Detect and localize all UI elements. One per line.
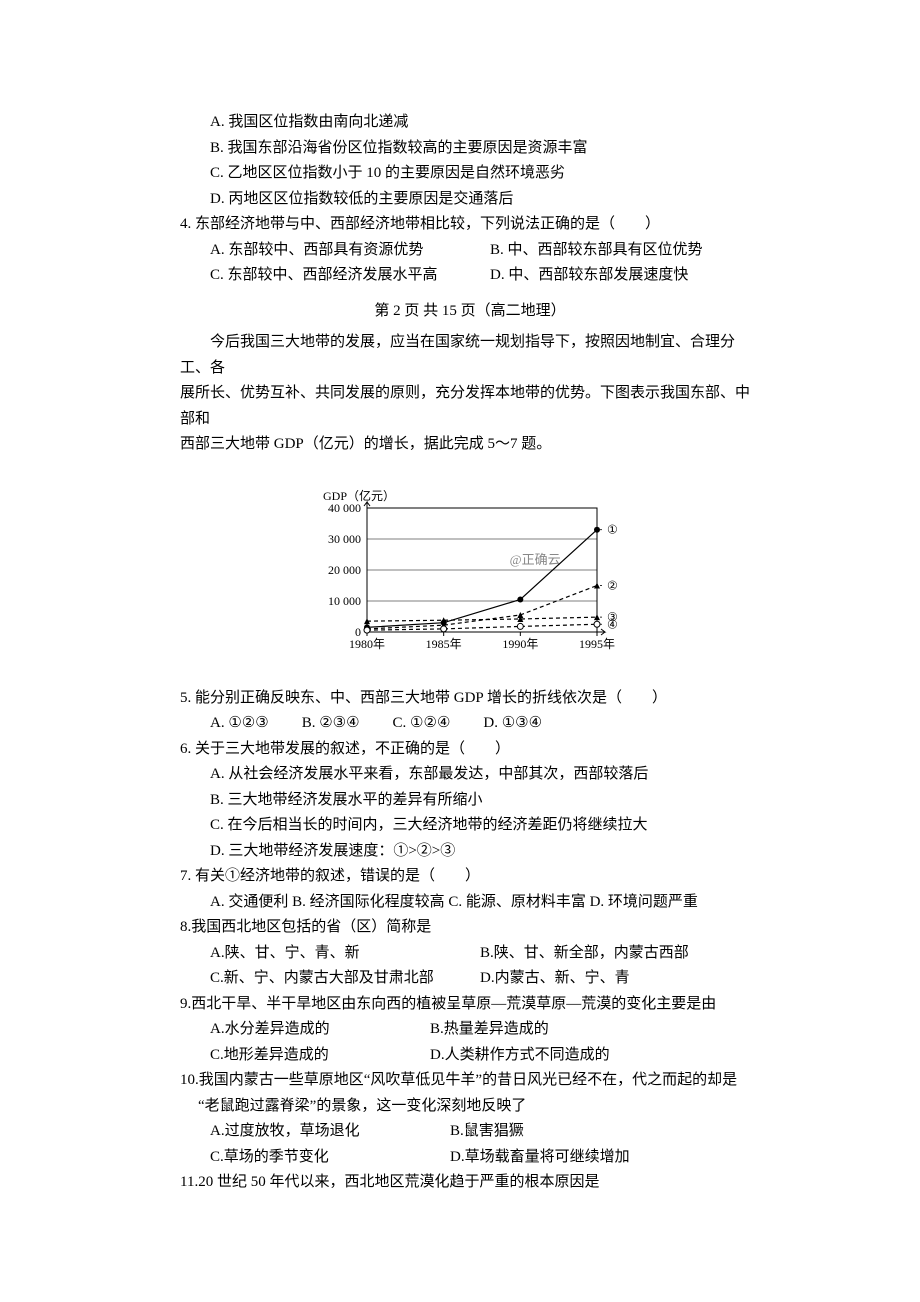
q7-stem: 7. 有关①经济地带的叙述，错误的是（ ） bbox=[180, 864, 760, 890]
q8-row2: C.新、宁、内蒙古大部及甘肃北部 D.内蒙古、新、宁、青 bbox=[180, 966, 760, 992]
svg-text:①: ① bbox=[607, 522, 618, 536]
q9-option-b: B.热量差异造成的 bbox=[430, 1017, 549, 1043]
q8-stem: 8.我国西北地区包括的省（区）简称是 bbox=[180, 915, 760, 941]
svg-text:30 000: 30 000 bbox=[328, 532, 361, 546]
q10-stem1: 10.我国内蒙古一些草原地区“风吹草低见牛羊”的昔日风光已经不在，代之而起的却是 bbox=[180, 1068, 760, 1094]
svg-text:1985年: 1985年 bbox=[426, 637, 462, 651]
q8-option-d: D.内蒙古、新、宁、青 bbox=[480, 966, 630, 992]
q6-option-b: B. 三大地带经济发展水平的差异有所缩小 bbox=[180, 788, 760, 814]
q7-options: A. 交通便利 B. 经济国际化程度较高 C. 能源、原材料丰富 D. 环境问题… bbox=[180, 890, 760, 916]
option-d: D. 丙地区区位指数较低的主要原因是交通落后 bbox=[180, 187, 760, 213]
exam-page: A. 我国区位指数由南向北递减 B. 我国东部沿海省份区位指数较高的主要原因是资… bbox=[0, 0, 920, 1302]
svg-text:②: ② bbox=[607, 578, 618, 592]
svg-text:1980年: 1980年 bbox=[349, 637, 385, 651]
q9-row2: C.地形差异造成的 D.人类耕作方式不同造成的 bbox=[180, 1043, 760, 1069]
q5-option-a: A. ①②③ bbox=[210, 711, 269, 737]
q4-options-row1: A. 东部较中、西部具有资源优势 B. 中、西部较东部具有区位优势 bbox=[180, 238, 760, 264]
q10-option-b: B.鼠害猖獗 bbox=[450, 1119, 524, 1145]
q9-row1: A.水分差异造成的 B.热量差异造成的 bbox=[180, 1017, 760, 1043]
svg-text:10 000: 10 000 bbox=[328, 594, 361, 608]
q5-option-d: D. ①③④ bbox=[483, 711, 542, 737]
q10-option-c: C.草场的季节变化 bbox=[210, 1145, 450, 1171]
option-a: A. 我国区位指数由南向北递减 bbox=[180, 110, 760, 136]
svg-text:④: ④ bbox=[607, 617, 618, 631]
option-c: C. 乙地区区位指数小于 10 的主要原因是自然环境恶劣 bbox=[180, 161, 760, 187]
q11-stem: 11.20 世纪 50 年代以来，西北地区荒漠化趋于严重的根本原因是 bbox=[180, 1170, 760, 1196]
q4-options-row2: C. 东部较中、西部经济发展水平高 D. 中、西部较东部发展速度快 bbox=[180, 263, 760, 289]
q5-option-c: C. ①②④ bbox=[393, 711, 451, 737]
passage-line3: 西部三大地带 GDP（亿元）的增长，据此完成 5～7 题。 bbox=[180, 432, 760, 458]
q4-stem: 4. 东部经济地带与中、西部经济地带相比较，下列说法正确的是（ ） bbox=[180, 212, 760, 238]
gdp-chart-svg: GDP（亿元）010 00020 00030 00040 0001980年198… bbox=[305, 486, 635, 656]
page-marker: 第 2 页 共 15 页（高二地理） bbox=[180, 299, 760, 325]
q10-option-d: D.草场载畜量将可继续增加 bbox=[450, 1145, 630, 1171]
q10-row1: A.过度放牧，草场退化 B.鼠害猖獗 bbox=[180, 1119, 760, 1145]
q8-option-a: A.陕、甘、宁、青、新 bbox=[210, 941, 480, 967]
passage-line2: 展所长、优势互补、共同发展的原则，充分发挥本地带的优势。下图表示我国东部、中部和 bbox=[180, 381, 760, 432]
q6-stem: 6. 关于三大地带发展的叙述，不正确的是（ ） bbox=[180, 737, 760, 763]
q8-option-b: B.陕、甘、新全部，内蒙古西部 bbox=[480, 941, 689, 967]
q9-option-c: C.地形差异造成的 bbox=[210, 1043, 430, 1069]
q10-option-a: A.过度放牧，草场退化 bbox=[210, 1119, 450, 1145]
svg-text:1995年: 1995年 bbox=[579, 637, 615, 651]
svg-text:1990年: 1990年 bbox=[502, 637, 538, 651]
q10-row2: C.草场的季节变化 D.草场载畜量将可继续增加 bbox=[180, 1145, 760, 1171]
svg-text:@正确云: @正确云 bbox=[510, 551, 561, 566]
q6-option-c: C. 在今后相当长的时间内，三大经济地带的经济差距仍将继续拉大 bbox=[180, 813, 760, 839]
q8-row1: A.陕、甘、宁、青、新 B.陕、甘、新全部，内蒙古西部 bbox=[180, 941, 760, 967]
q6-option-a: A. 从社会经济发展水平来看，东部最发达，中部其次，西部较落后 bbox=[180, 762, 760, 788]
q5-options: A. ①②③ B. ②③④ C. ①②④ D. ①③④ bbox=[180, 711, 760, 737]
q4-option-c: C. 东部较中、西部经济发展水平高 bbox=[210, 263, 490, 289]
q9-stem: 9.西北干旱、半干旱地区由东向西的植被呈草原—荒漠草原—荒漠的变化主要是由 bbox=[180, 992, 760, 1018]
q5-option-b: B. ②③④ bbox=[302, 711, 360, 737]
svg-text:20 000: 20 000 bbox=[328, 563, 361, 577]
q10-stem2: “老鼠跑过露脊梁”的景象，这一变化深刻地反映了 bbox=[180, 1094, 760, 1120]
q9-option-a: A.水分差异造成的 bbox=[210, 1017, 430, 1043]
svg-text:40 000: 40 000 bbox=[328, 501, 361, 515]
q9-option-d: D.人类耕作方式不同造成的 bbox=[430, 1043, 610, 1069]
q6-option-d: D. 三大地带经济发展速度：①>②>③ bbox=[180, 839, 760, 865]
q5-stem: 5. 能分别正确反映东、中、西部三大地带 GDP 增长的折线依次是（ ） bbox=[180, 686, 760, 712]
q8-option-c: C.新、宁、内蒙古大部及甘肃北部 bbox=[210, 966, 480, 992]
passage-line1: 今后我国三大地带的发展，应当在国家统一规划指导下，按照因地制宜、合理分工、各 bbox=[180, 330, 760, 381]
gdp-chart: GDP（亿元）010 00020 00030 00040 0001980年198… bbox=[180, 486, 760, 656]
option-b: B. 我国东部沿海省份区位指数较高的主要原因是资源丰富 bbox=[180, 136, 760, 162]
q4-option-a: A. 东部较中、西部具有资源优势 bbox=[210, 238, 490, 264]
q4-option-d: D. 中、西部较东部发展速度快 bbox=[490, 263, 688, 289]
q4-option-b: B. 中、西部较东部具有区位优势 bbox=[490, 238, 703, 264]
